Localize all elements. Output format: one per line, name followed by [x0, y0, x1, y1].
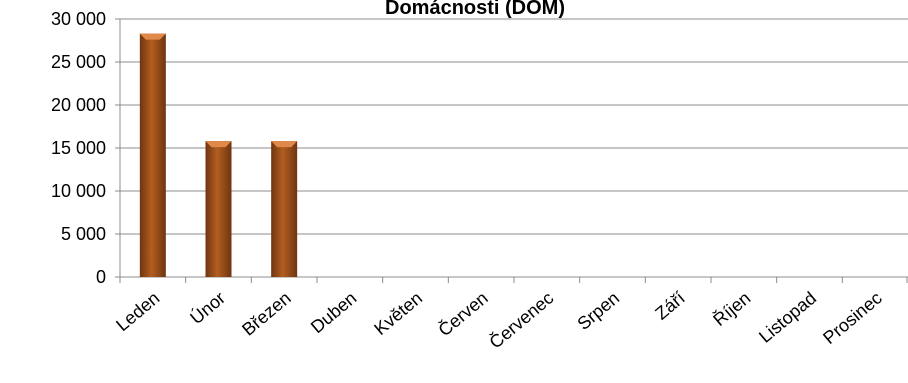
bar: [139, 33, 166, 278]
bar-top-bevel: [205, 141, 232, 148]
y-tick-label: 30 000: [51, 9, 106, 29]
y-tick-label: 5 000: [61, 224, 106, 244]
x-tick-labels: Leden Únor Březen Duben Květen ČervenČervenec…: [112, 287, 886, 353]
bar-top-bevel: [271, 141, 298, 148]
bar-body: [205, 141, 232, 277]
x-tick-label: Srpen: [573, 288, 623, 334]
y-tick-labels: 0 5 000 10 000 15 000 20 000 25 000 30 000: [51, 9, 106, 287]
x-tick-label: Září: [651, 288, 688, 324]
x-tick-label: Květen: [370, 288, 426, 339]
y-tick-label: 25 000: [51, 52, 106, 72]
gridlines: [120, 18, 908, 235]
axes: [115, 18, 908, 283]
y-tick-label: 15 000: [51, 138, 106, 158]
x-tick-label: Červenec: [485, 287, 558, 353]
bars: [139, 33, 298, 278]
x-tick-label: Červen: [434, 287, 492, 340]
chart-title: Domácnosti (DOM): [385, 0, 565, 19]
bar-top-bevel: [139, 33, 166, 40]
x-tick-label: Listopad: [755, 288, 820, 347]
bar: [205, 141, 232, 277]
x-tick-label: Březen: [238, 288, 295, 340]
bar-body: [271, 141, 298, 277]
bar-body: [139, 33, 166, 278]
y-tick-label: 20 000: [51, 95, 106, 115]
x-tick-label: Duben: [307, 288, 360, 337]
x-tick-label: Prosinec: [819, 288, 886, 348]
y-tick-label: 0: [96, 267, 106, 287]
y-tick-label: 10 000: [51, 181, 106, 201]
x-tick-label: Říjen: [709, 288, 754, 330]
bar: [271, 141, 298, 277]
x-tick-label: Únor: [186, 287, 229, 328]
x-tick-label: Leden: [112, 288, 163, 336]
